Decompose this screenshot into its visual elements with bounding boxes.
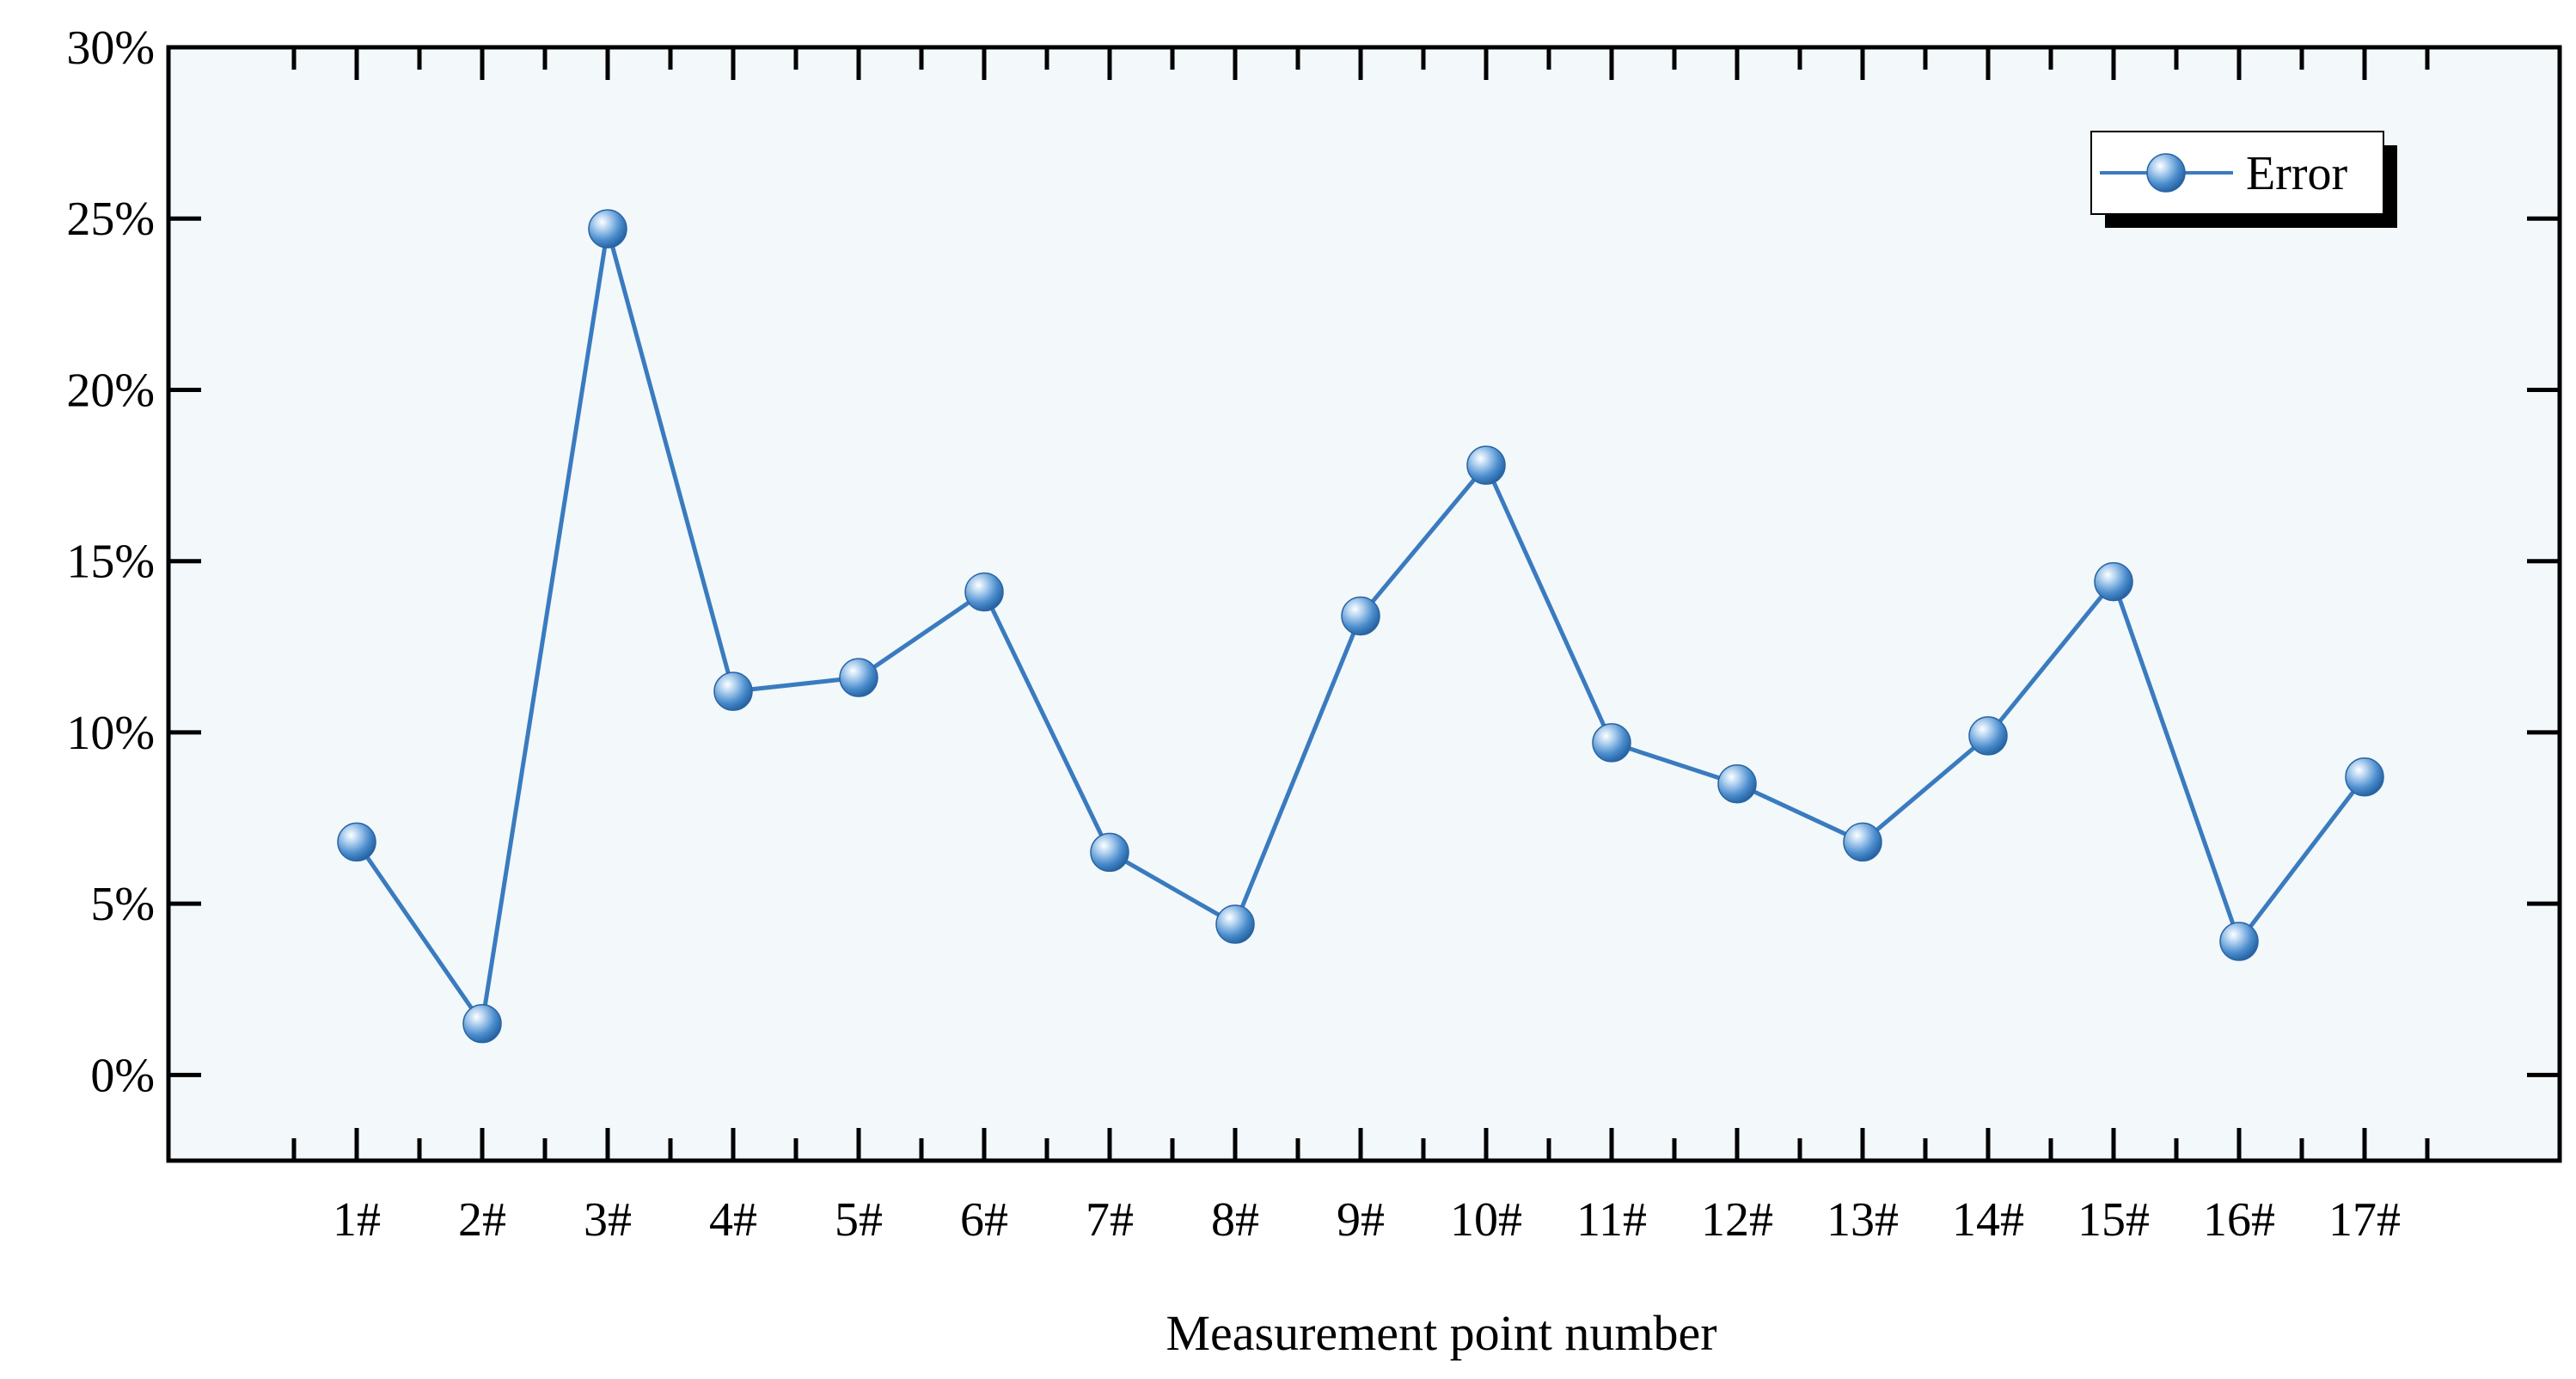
legend: Error — [2090, 131, 2397, 228]
x-tick-label: 8# — [1211, 1193, 1259, 1247]
plot-frame — [166, 45, 2562, 1163]
data-point-marker — [1341, 596, 1380, 636]
data-point-marker — [839, 658, 878, 697]
x-tick-label: 12# — [1701, 1193, 1773, 1247]
y-tick-label: 10% — [66, 707, 155, 760]
x-tick-label: 2# — [458, 1193, 506, 1247]
data-point-marker — [713, 671, 753, 711]
y-tick-label: 20% — [66, 364, 155, 417]
y-tick-label: 0% — [90, 1049, 155, 1102]
y-tick-label: 15% — [66, 536, 155, 589]
x-tick-label: 4# — [709, 1193, 757, 1247]
x-tick-label: 16# — [2203, 1193, 2275, 1247]
x-tick-label: 6# — [960, 1193, 1008, 1247]
y-tick-label: 30% — [66, 21, 155, 75]
x-tick-label: 9# — [1337, 1193, 1385, 1247]
data-point-marker — [2219, 922, 2259, 961]
x-tick-label: 13# — [1826, 1193, 1899, 1247]
data-point-marker — [1968, 716, 2008, 756]
x-tick-label: 17# — [2328, 1193, 2401, 1247]
x-tick-label: 10# — [1450, 1193, 1522, 1247]
data-point-marker — [1592, 723, 1631, 763]
data-point-marker — [1090, 832, 1129, 873]
y-tick-label: 5% — [90, 878, 155, 931]
legend-marker-sample — [2146, 153, 2186, 193]
data-point-marker — [2094, 561, 2133, 602]
x-tick-label: 11# — [1576, 1193, 1647, 1247]
x-tick-label: 1# — [333, 1193, 381, 1247]
x-tick-label: 14# — [1952, 1193, 2024, 1247]
data-point-marker — [337, 822, 376, 862]
data-point-marker — [1843, 822, 1882, 862]
x-tick-label: 15# — [2077, 1193, 2150, 1247]
data-point-marker — [588, 209, 627, 248]
data-point-marker — [1717, 763, 1757, 804]
x-tick-label: 5# — [835, 1193, 883, 1247]
data-point-marker — [2345, 757, 2384, 797]
x-axis-title: Measurement point number — [1166, 1305, 1716, 1361]
y-tick-label: 25% — [66, 193, 155, 246]
data-point-marker — [964, 572, 1004, 612]
legend-label-error: Error — [2246, 147, 2348, 200]
data-point-marker — [462, 1003, 502, 1044]
data-point-marker — [1466, 445, 1506, 485]
x-tick-label: 3# — [584, 1193, 632, 1247]
data-point-marker — [1215, 904, 1255, 944]
x-tick-label: 7# — [1086, 1193, 1134, 1247]
